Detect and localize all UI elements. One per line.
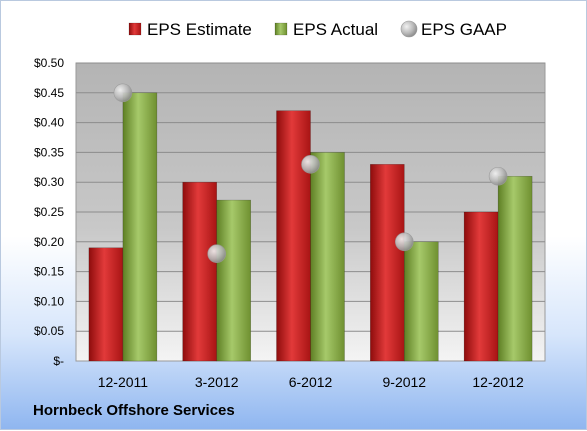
y-tick-label: $0.10 [34, 294, 64, 308]
gaap-markers [113, 83, 508, 264]
x-axis-labels: 12-2011 3-2012 6-2012 9-2012 12-2012 [98, 374, 524, 390]
y-axis-ticks: $- $0.05 $0.10 $0.15 $0.20 $0.25 $0.30 $0.35 $0.… [34, 56, 64, 368]
y-tick-label: $0.40 [34, 116, 64, 130]
gaap-marker [301, 155, 320, 174]
estimate-bar [182, 181, 217, 362]
bars [88, 92, 533, 362]
y-tick-label: $0.25 [34, 205, 64, 219]
legend-label-gaap: EPS GAAP [421, 20, 507, 39]
x-tick-label: 6-2012 [289, 374, 333, 390]
y-tick-label: $0.30 [34, 175, 64, 189]
actual-bar [497, 175, 533, 362]
legend-swatch-actual [274, 22, 288, 36]
legend-swatch-gaap [400, 20, 418, 38]
x-tick-label: 12-2011 [98, 374, 149, 390]
y-tick-label: $0.05 [34, 324, 64, 338]
y-tick-label: $0.50 [34, 56, 64, 70]
actual-bar [122, 92, 158, 362]
actual-bar [310, 152, 345, 362]
estimate-bar [276, 110, 311, 362]
y-tick-label: $0.20 [34, 235, 64, 249]
legend-label-actual: EPS Actual [293, 20, 378, 39]
y-tick-label: $0.45 [34, 86, 64, 100]
actual-bar [216, 199, 251, 362]
estimate-bar [463, 211, 499, 362]
legend-label-estimate: EPS Estimate [147, 20, 252, 39]
actual-bar [404, 241, 439, 362]
x-tick-label: 9-2012 [383, 374, 427, 390]
company-name: Hornbeck Offshore Services [33, 402, 235, 419]
legend-swatch-estimate [128, 22, 142, 36]
gaap-marker [207, 244, 226, 264]
y-tick-label: $- [53, 354, 64, 368]
gaap-marker [488, 166, 508, 186]
y-tick-label: $0.15 [34, 265, 64, 279]
x-tick-label: 3-2012 [195, 374, 239, 390]
legend: EPS Estimate EPS Actual EPS GAAP [128, 20, 507, 39]
estimate-bar [88, 247, 124, 362]
gaap-marker [394, 232, 414, 252]
x-tick-label: 12-2012 [472, 374, 524, 390]
gaap-marker [113, 83, 133, 103]
estimate-bar [370, 164, 405, 362]
y-tick-label: $0.35 [34, 145, 64, 159]
